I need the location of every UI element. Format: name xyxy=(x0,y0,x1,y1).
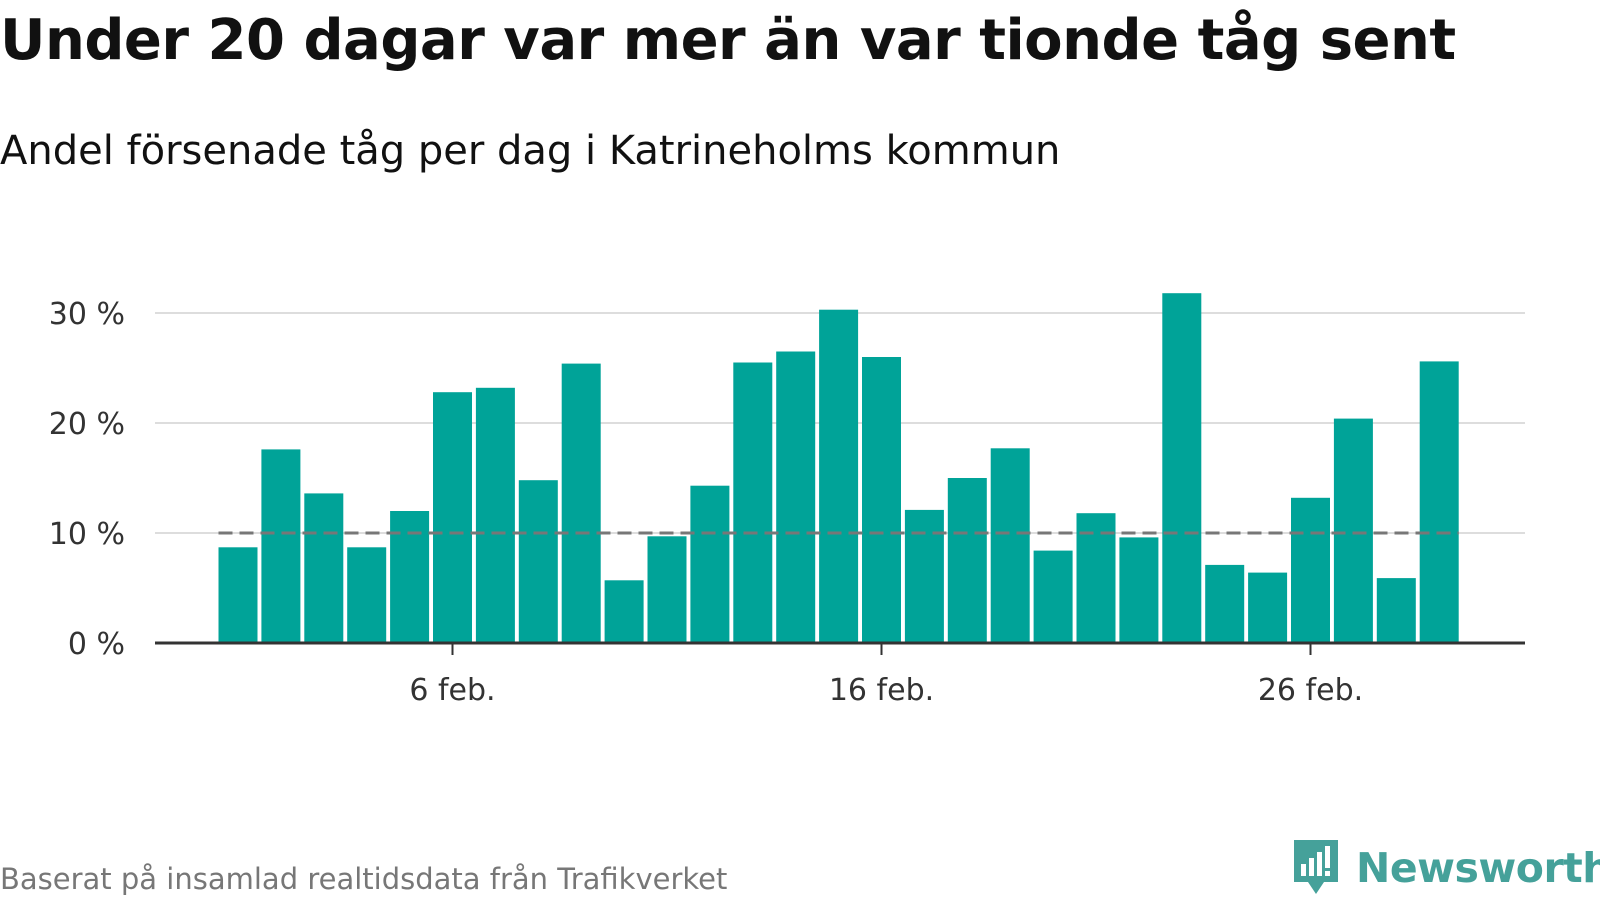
bar-25feb xyxy=(1248,572,1288,643)
bar-8feb xyxy=(518,480,558,643)
brand-name: Newsworthy xyxy=(1356,844,1600,892)
x-tick-label: 26 feb. xyxy=(1258,673,1363,708)
bar-chart: 0 % 10 % 20 % 30 % 6 feb. 16 feb. 26 feb. xyxy=(49,293,1525,708)
bar-18feb xyxy=(947,478,987,643)
bar-10feb xyxy=(604,580,644,643)
x-tick-label: 6 feb. xyxy=(409,673,495,708)
bar-11feb xyxy=(647,536,687,643)
bar-12feb xyxy=(690,485,730,643)
bar-23feb xyxy=(1162,293,1202,643)
newsworthy-logo: Newsworthy xyxy=(1290,838,1600,898)
bar-9feb xyxy=(561,363,601,643)
chart-subtitle: Andel försenade tåg per dag i Katrinehol… xyxy=(0,128,1061,174)
y-tick-label: 10 % xyxy=(49,517,125,552)
bar-14feb xyxy=(776,351,816,643)
bar-26feb xyxy=(1291,497,1330,643)
bar-1feb xyxy=(218,547,258,643)
bar-21feb xyxy=(1076,513,1116,643)
bar-19feb xyxy=(990,448,1030,643)
bar-17feb xyxy=(904,509,944,643)
bar-27feb xyxy=(1333,418,1373,643)
bar-7feb xyxy=(475,387,515,643)
y-tick-label: 30 % xyxy=(49,297,125,332)
bar-15feb xyxy=(819,309,859,643)
bar-2feb xyxy=(261,449,301,643)
bar-20feb xyxy=(1033,550,1073,643)
bar-3feb xyxy=(304,493,344,643)
y-axis-ticks: 0 % 10 % 20 % 30 % xyxy=(49,297,125,662)
newsworthy-logo-icon xyxy=(1294,840,1338,894)
bar-4feb xyxy=(347,547,387,643)
x-tick-label: 16 feb. xyxy=(829,673,934,708)
bar-24feb xyxy=(1205,564,1245,643)
bar-22feb xyxy=(1119,537,1159,643)
bar-29feb xyxy=(1419,361,1459,643)
chart-title: Under 20 dagar var mer än var tionde tåg… xyxy=(0,8,1456,73)
bar-6feb xyxy=(433,392,472,643)
bars xyxy=(218,293,1459,643)
source-note: Baserat på insamlad realtidsdata från Tr… xyxy=(0,862,728,896)
bar-16feb xyxy=(862,357,901,643)
y-tick-label: 20 % xyxy=(49,407,125,442)
x-axis-ticks: 6 feb. 16 feb. 26 feb. xyxy=(409,643,1363,708)
bar-5feb xyxy=(390,511,430,643)
y-tick-label: 0 % xyxy=(68,627,125,662)
bar-13feb xyxy=(733,362,773,643)
bar-28feb xyxy=(1376,578,1416,643)
